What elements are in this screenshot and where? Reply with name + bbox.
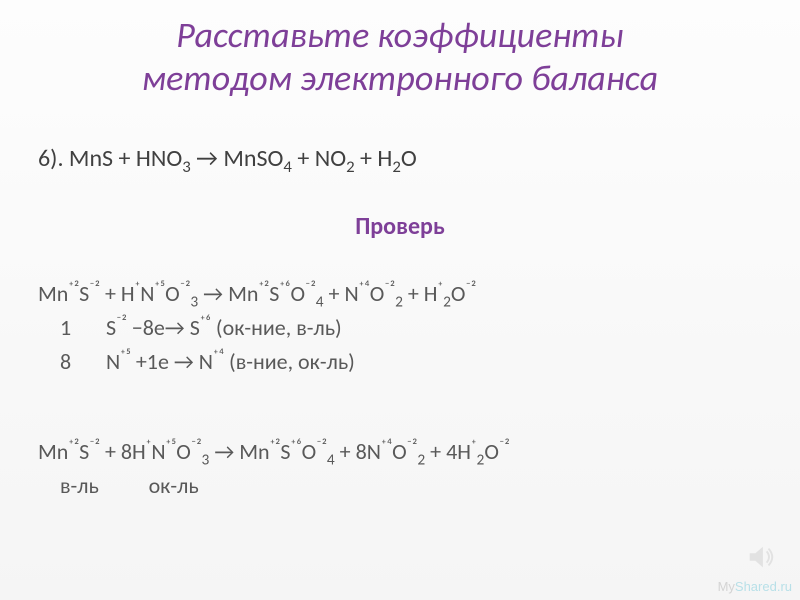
oxidation-states-line-1: Mn⁺²S⁻² + H⁺N⁺⁵O⁻²3 → Mn⁺²S⁺⁶O⁻²4 + N⁺⁴O… bbox=[38, 280, 476, 307]
speaker-icon bbox=[746, 542, 776, 572]
watermark-right: Shared.ru bbox=[735, 579, 792, 594]
watermark: MyShared.ru bbox=[718, 579, 792, 594]
problem-equation: 6). MnS + HNO3 → MnSO4 + NO2 + H2O bbox=[38, 144, 417, 173]
watermark-left: My bbox=[718, 579, 735, 594]
electron-balance-line-2: 8 N⁺⁵ +1e → N⁺⁴ (в-ние, ок-ль) bbox=[60, 348, 355, 375]
electron-balance-line-1: 1 S⁻² −8e→ S⁺⁶ (ок-ние, в-ль) bbox=[60, 314, 342, 341]
slide-title: Расставьте коэффициенты методом электрон… bbox=[0, 14, 800, 100]
agent-labels-line: в-ль ок-ль bbox=[60, 472, 199, 499]
check-label: Проверь bbox=[0, 212, 800, 241]
oxidation-states-line-2: Mn⁺²S⁻² + 8H⁺N⁺⁵O⁻²3 → Mn⁺²S⁺⁶O⁻²4 + 8N⁺… bbox=[38, 438, 510, 465]
slide: Расставьте коэффициенты методом электрон… bbox=[0, 0, 800, 600]
